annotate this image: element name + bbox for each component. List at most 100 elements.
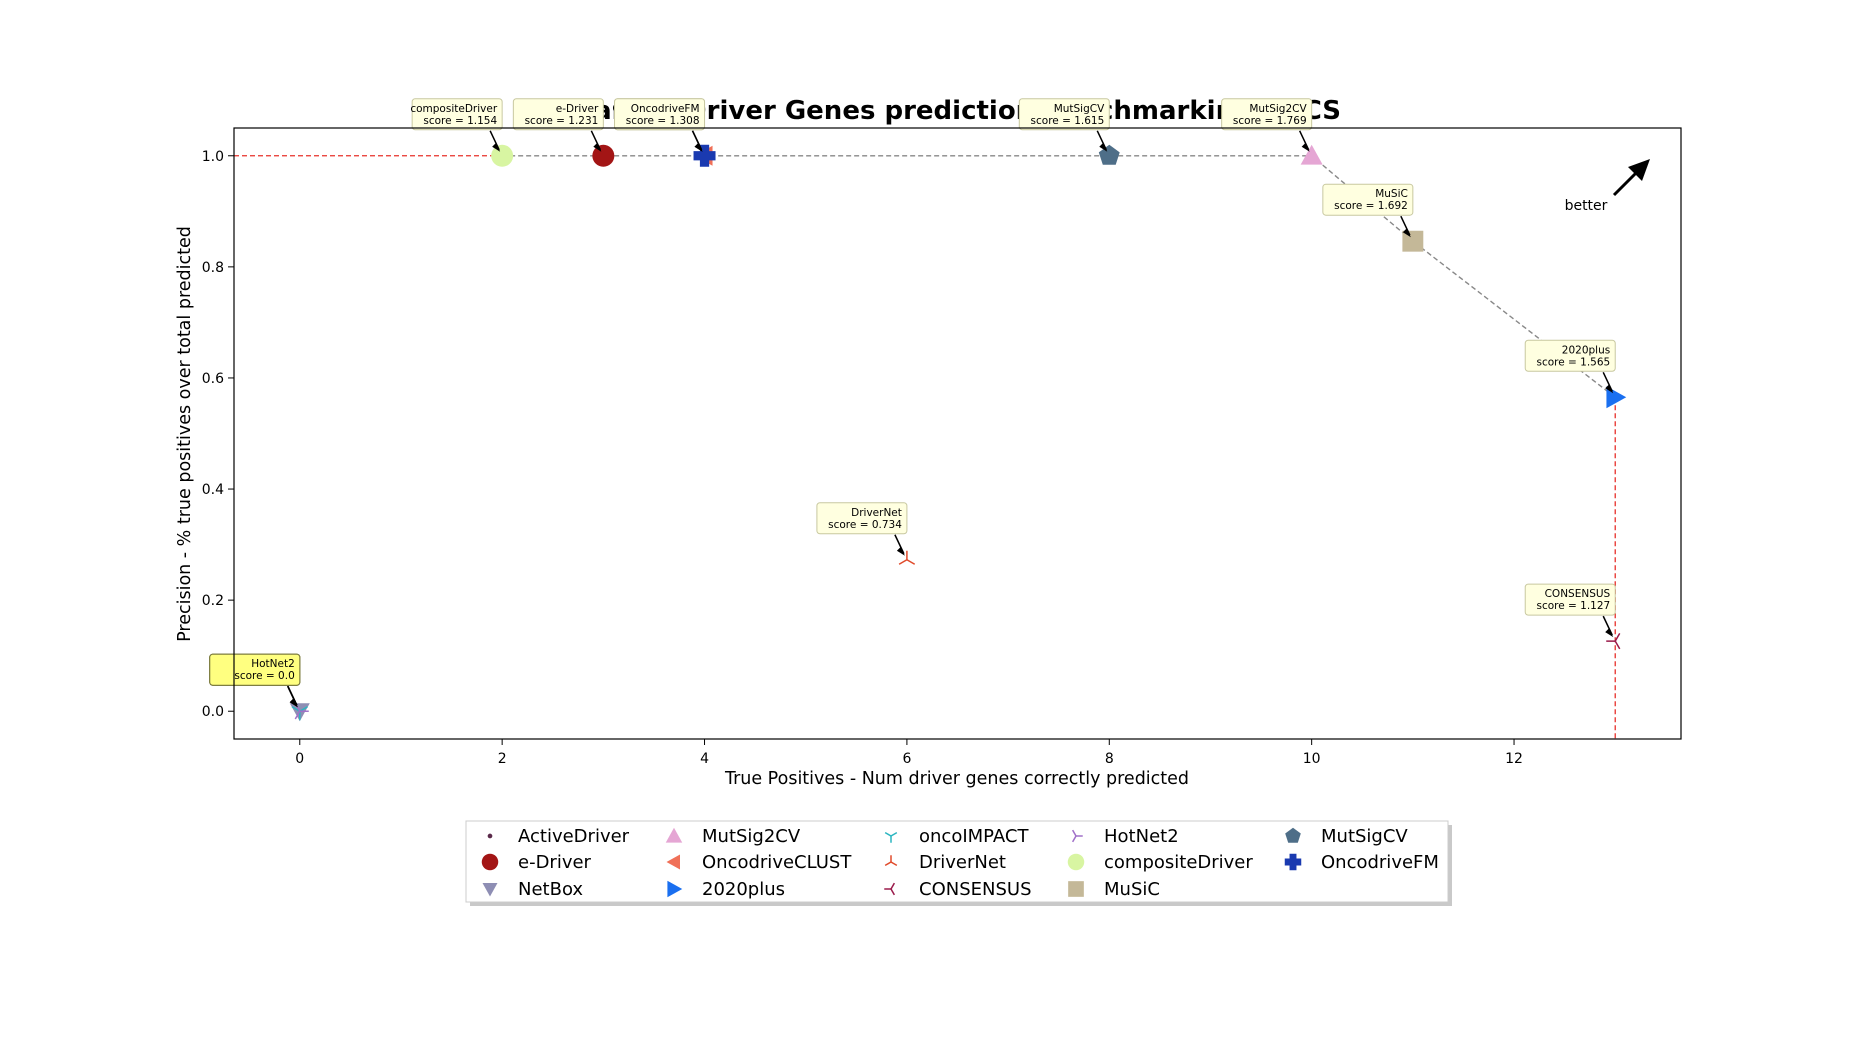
annotation-name-music: MuSiC: [1375, 188, 1408, 200]
legend-label-oncodriveclust: OncodriveCLUST: [702, 852, 852, 873]
legend-entry-hotnet2: HotNet2: [1071, 826, 1179, 847]
legend-marker-mutsig2cv: [665, 827, 683, 843]
pareto-front-line: [502, 155, 1616, 398]
marker-drivernet: [898, 550, 916, 565]
legend-marker-music: [1068, 881, 1084, 897]
annotation-score-mutsig2cv: score = 1.769: [1233, 115, 1307, 127]
reference-lines: [234, 155, 1616, 739]
annotation-name-e-driver: e-Driver: [556, 103, 599, 115]
legend-entry-oncodrivefm: OncodriveFM: [1284, 852, 1439, 873]
legend-entry-activedriver: ActiveDriver: [487, 826, 630, 847]
plot-area-frame: [233, 127, 1682, 740]
legend-label-compositedriver: compositeDriver: [1104, 852, 1253, 873]
x-tick-label-10: 10: [1303, 751, 1321, 767]
legend-label-2020plus: 2020plus: [702, 879, 785, 900]
marker-music: [1402, 230, 1424, 252]
x-tick-label-12: 12: [1505, 751, 1523, 767]
annotation-name-mutsigcv: MutSigCV: [1054, 103, 1105, 115]
annotation-name-2020plus: 2020plus: [1562, 344, 1610, 356]
legend-entry-consensus: CONSENSUS: [884, 879, 1032, 900]
annotation-score-music: score = 1.692: [1334, 200, 1408, 212]
legend-marker-oncodriveclust: [666, 854, 680, 870]
annotation-score-hotnet2: score = 0.0: [234, 670, 294, 682]
legend-marker-oncodrivefm: [1284, 853, 1302, 871]
y-tick-label-0-8: 0.8: [202, 260, 224, 276]
legend-label-music: MuSiC: [1104, 879, 1160, 900]
legend-label-activedriver: ActiveDriver: [518, 826, 630, 847]
marker-consensus: [1606, 632, 1621, 650]
legend-label-mutsig2cv: MutSig2CV: [702, 826, 801, 847]
x-tick-label-8: 8: [1105, 751, 1114, 767]
legend-entry-2020plus: 2020plus: [667, 879, 785, 900]
x-tick-label-4: 4: [700, 751, 709, 767]
legend-marker-drivernet: [884, 855, 898, 867]
legend-marker-oncoimpact: [884, 831, 898, 843]
annotation-name-oncodrivefm: OncodriveFM: [631, 103, 700, 115]
y-tick-label-0-4: 0.4: [202, 482, 224, 498]
annotation-name-hotnet2: HotNet2: [251, 658, 295, 670]
marker-e-driver: [592, 144, 615, 167]
annotation-name-mutsig2cv: MutSig2CV: [1249, 103, 1307, 115]
better-arrow: [1612, 159, 1650, 197]
y-axis-ticks: 0.0 0.2 0.4 0.6 0.8 1.0: [202, 149, 234, 720]
legend-entry-oncodriveclust: OncodriveCLUST: [666, 852, 852, 873]
legend-entry-mutsigcv: MutSigCV: [1285, 826, 1408, 847]
legend-entry-compositedriver: compositeDriver: [1067, 852, 1253, 873]
legend-label-hotnet2: HotNet2: [1104, 826, 1179, 847]
legend-box: [465, 820, 1449, 903]
pareto-front-path: [502, 155, 1616, 398]
legend-marker-activedriver: [487, 833, 493, 839]
y-tick-label-0-2: 0.2: [202, 593, 224, 609]
annotation-name-drivernet: DriverNet: [851, 507, 902, 519]
y-tick-label-0-6: 0.6: [202, 371, 224, 387]
better-label: better: [1565, 198, 1608, 214]
annotation-score-e-driver: score = 1.231: [525, 115, 599, 127]
marker-mutsigcv: [1098, 144, 1120, 165]
annotation-score-drivernet: score = 0.734: [828, 519, 902, 531]
legend-entry-e-driver: e-Driver: [481, 852, 592, 873]
legend-label-netbox: NetBox: [518, 879, 583, 900]
legend-label-consensus: CONSENSUS: [919, 879, 1032, 900]
annotation-score-oncodrivefm: score = 1.308: [626, 115, 700, 127]
x-axis-label: True Positives - Num driver genes correc…: [724, 769, 1189, 789]
marker-mutsig2cv: [1300, 144, 1323, 165]
y-tick-label-1-0: 1.0: [202, 149, 224, 165]
legend-marker-hotnet2: [1071, 829, 1083, 843]
legend-marker-mutsigcv: [1285, 827, 1301, 843]
legend-marker-compositedriver: [1067, 853, 1085, 871]
y-axis-label: Precision - % true positives over total …: [175, 226, 195, 642]
x-tick-label-6: 6: [902, 751, 911, 767]
legend-label-e-driver: e-Driver: [518, 852, 592, 873]
legend: ActiveDriver e-Driver NetBox MutSig2CV Oncod…: [465, 820, 1452, 906]
annotation-score-2020plus: score = 1.565: [1536, 356, 1610, 368]
annotation-name-compositedriver: compositeDriver: [410, 103, 497, 115]
legend-marker-e-driver: [481, 853, 499, 871]
marker-oncodrivefm: [693, 144, 716, 167]
legend-marker-netbox: [482, 883, 498, 897]
x-tick-label-0: 0: [295, 751, 304, 767]
data-markers: [289, 144, 1627, 722]
legend-label-mutsigcv: MutSigCV: [1321, 826, 1408, 847]
y-tick-label-0-0: 0.0: [202, 704, 224, 720]
x-axis-ticks: 0 2 4 6 8 10 12: [295, 739, 1523, 767]
legend-label-drivernet: DriverNet: [919, 852, 1006, 873]
annotation-score-mutsigcv: score = 1.615: [1031, 115, 1105, 127]
legend-entry-netbox: NetBox: [482, 879, 583, 900]
annotation-score-compositedriver: score = 1.154: [423, 115, 497, 127]
legend-entry-music: MuSiC: [1068, 879, 1160, 900]
annotation-name-consensus: CONSENSUS: [1545, 588, 1611, 600]
marker-compositedriver: [491, 144, 514, 167]
legend-label-oncoimpact: oncoIMPACT: [919, 826, 1029, 847]
